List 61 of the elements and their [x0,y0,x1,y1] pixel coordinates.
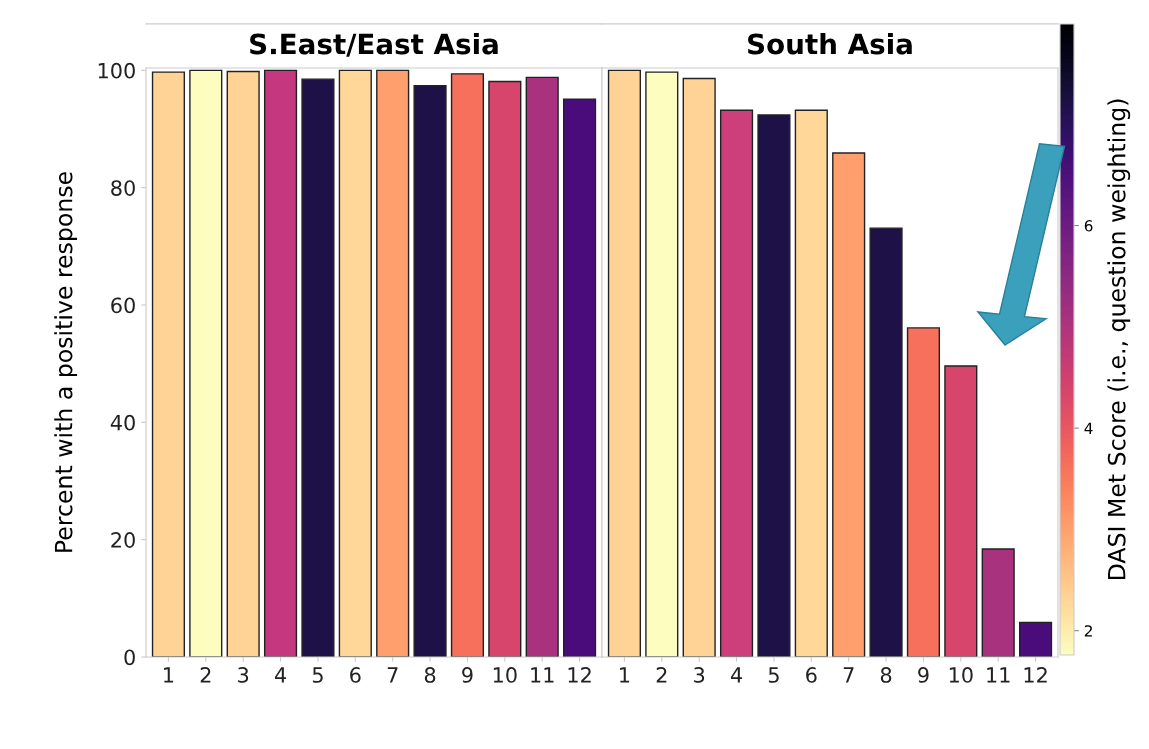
bar [645,71,679,657]
bar [944,365,978,657]
y-tick-label: 100 [98,62,135,79]
bar [607,69,642,657]
bar [525,76,559,657]
bar [488,80,522,657]
x-tick-label: 11 [987,667,1010,683]
bar [376,69,410,657]
x-tick-label: 7 [843,667,854,683]
bar [301,78,335,657]
y-tick-label: 20 [111,532,135,548]
color-bar-title: DASI Met Score (i.e., question weighting) [1107,99,1131,580]
x-tick-label: 3 [238,667,249,683]
y-tick-label: 0 [124,649,135,666]
color-bar-label: 6 [1084,220,1093,232]
x-tick-label: 12 [568,667,591,683]
bar [413,84,447,657]
x-tick-label: 5 [768,667,779,683]
y-axis-title: Percent with a positive response [54,172,78,552]
color-bar-label: 2 [1084,625,1092,637]
bar [338,69,372,657]
x-tick-label: 3 [694,667,705,683]
x-tick-label: 9 [462,667,473,683]
x-tick-label: 4 [730,667,743,683]
y-tick-label: 60 [111,297,135,314]
bar [151,71,186,657]
bar [1018,621,1053,657]
x-tick-label: 6 [350,667,361,683]
x-tick-label: 4 [274,667,287,683]
bar [719,109,754,657]
bar [832,152,866,657]
bar [450,73,485,657]
x-tick-label: 7 [387,667,398,683]
x-tick-label: 2 [200,667,211,683]
y-tick-label: 40 [110,414,135,431]
bar [226,70,260,657]
color-bar-label: 4 [1084,422,1093,434]
bar [682,77,716,657]
x-tick-label: 5 [312,667,323,683]
x-tick-label: 6 [806,667,817,683]
y-tick-label: 80 [111,180,135,196]
bar [562,98,597,657]
x-tick-label: 12 [1024,667,1047,683]
bar [189,69,223,657]
x-tick-label: 2 [656,667,667,683]
bar [263,69,298,657]
bar [981,548,1015,657]
bar [906,327,941,657]
x-tick-label: 1 [620,667,630,683]
x-tick-label: 11 [531,667,554,683]
x-tick-label: 10 [949,667,973,683]
x-tick-label: 1 [164,667,174,683]
x-tick-label: 8 [880,667,892,683]
bar [869,227,903,657]
bar [757,114,791,657]
chart-title: S.East/East Asia [250,33,498,57]
x-tick-label: 9 [918,667,929,683]
x-tick-label: 10 [493,667,517,683]
x-tick-label: 8 [424,667,436,683]
chart-title: South Asia [748,33,912,55]
bar [794,109,828,657]
